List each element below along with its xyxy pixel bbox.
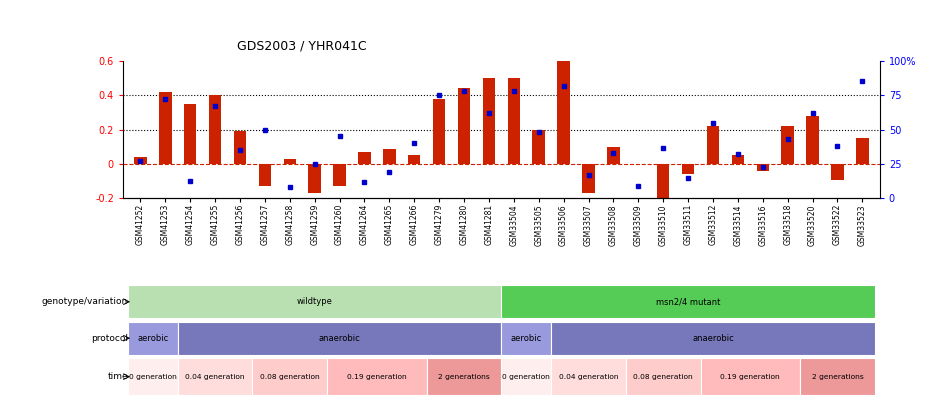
Bar	[501, 358, 552, 395]
Bar	[408, 156, 420, 164]
Text: 0.04 generation: 0.04 generation	[185, 374, 245, 379]
Bar	[178, 322, 501, 355]
Text: GDS2003 / YHR041C: GDS2003 / YHR041C	[236, 40, 366, 53]
Bar	[701, 358, 800, 395]
Bar	[253, 358, 327, 395]
Bar	[806, 116, 819, 164]
Text: 0.19 generation: 0.19 generation	[347, 374, 407, 379]
Bar	[284, 159, 296, 164]
Text: 2 generations: 2 generations	[812, 374, 864, 379]
Bar	[128, 285, 501, 318]
Text: aerobic: aerobic	[511, 334, 542, 343]
Text: genotype/variation: genotype/variation	[42, 297, 128, 306]
Text: 0.08 generation: 0.08 generation	[260, 374, 320, 379]
Bar	[607, 147, 620, 164]
Bar	[333, 164, 346, 186]
Bar	[184, 104, 197, 164]
Bar	[501, 322, 552, 355]
Bar	[427, 358, 501, 395]
Bar	[552, 358, 626, 395]
Bar	[731, 156, 745, 164]
Bar	[178, 358, 253, 395]
Bar	[626, 358, 701, 395]
Bar	[134, 157, 147, 164]
Text: 0 generation: 0 generation	[129, 374, 177, 379]
Bar	[557, 61, 569, 164]
Bar	[657, 164, 670, 198]
Bar	[552, 322, 875, 355]
Bar	[327, 358, 427, 395]
Bar	[258, 164, 272, 186]
Bar	[533, 130, 545, 164]
Bar	[128, 358, 178, 395]
Text: anaerobic: anaerobic	[319, 334, 360, 343]
Bar	[682, 164, 694, 174]
Text: protocol: protocol	[91, 334, 128, 343]
Text: msn2/4 mutant: msn2/4 mutant	[656, 297, 720, 306]
Bar	[209, 95, 221, 164]
Bar	[482, 78, 495, 164]
Bar	[501, 285, 875, 318]
Bar	[383, 149, 395, 164]
Bar	[508, 78, 520, 164]
Bar	[159, 92, 171, 164]
Text: 0.08 generation: 0.08 generation	[633, 374, 693, 379]
Bar	[359, 152, 371, 164]
Bar	[308, 164, 321, 193]
Bar	[234, 131, 246, 164]
Bar	[781, 126, 794, 164]
Bar	[707, 126, 719, 164]
Text: 0.04 generation: 0.04 generation	[559, 374, 619, 379]
Text: aerobic: aerobic	[137, 334, 168, 343]
Bar	[757, 164, 769, 171]
Text: 0 generation: 0 generation	[502, 374, 551, 379]
Text: wildtype: wildtype	[297, 297, 333, 306]
Bar	[583, 164, 595, 193]
Text: anaerobic: anaerobic	[692, 334, 734, 343]
Bar	[128, 322, 178, 355]
Bar	[856, 138, 868, 164]
Bar	[433, 98, 446, 164]
Bar	[800, 358, 875, 395]
Bar	[458, 88, 470, 164]
Text: 0.19 generation: 0.19 generation	[721, 374, 780, 379]
Bar	[832, 164, 844, 179]
Text: 2 generations: 2 generations	[438, 374, 490, 379]
Text: time: time	[107, 372, 128, 381]
